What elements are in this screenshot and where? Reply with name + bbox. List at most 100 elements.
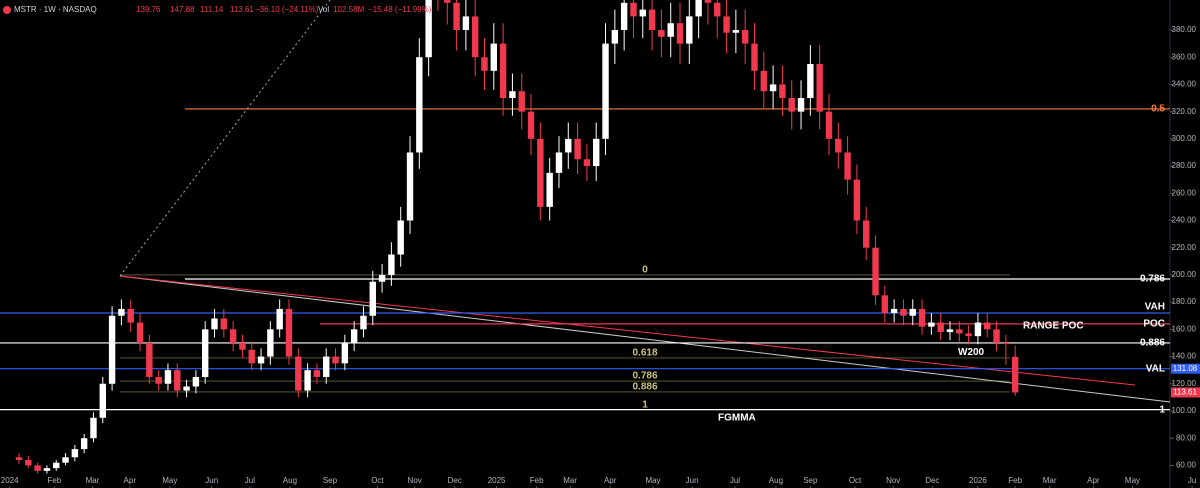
candle-body — [388, 254, 395, 275]
candle-body — [704, 0, 712, 3]
x-tick-label: Mar — [1043, 476, 1057, 485]
y-tick-label: 100.00 — [1172, 406, 1197, 415]
candle-body — [127, 308, 134, 323]
candle-body — [676, 23, 684, 44]
candle-body — [956, 329, 963, 334]
candle-body — [108, 315, 116, 384]
candle-body — [602, 43, 609, 139]
candle-body — [499, 43, 507, 99]
candle-body — [43, 468, 51, 471]
candle-body — [518, 91, 525, 112]
candle-body — [686, 16, 693, 44]
y-tick-label: 280.00 — [1172, 161, 1197, 170]
candle-body — [769, 84, 777, 92]
candle-body — [99, 383, 106, 418]
candle-body — [797, 98, 805, 112]
candle-body — [453, 2, 460, 31]
candle-body — [984, 322, 991, 330]
x-tick-label: Apr — [124, 476, 137, 485]
candle-body — [751, 43, 758, 71]
x-tick-label: 2024 — [1, 476, 19, 485]
candle-body — [583, 159, 591, 167]
candle-body — [648, 9, 656, 31]
candle-body — [378, 274, 386, 282]
volume: 102.58M — [333, 5, 364, 14]
annotation: W200 — [958, 347, 985, 358]
candle-body — [946, 329, 954, 333]
candle-body — [332, 356, 339, 364]
candle-body — [360, 315, 367, 330]
annotation: FGMMA — [718, 412, 756, 423]
x-tick-label: Jul — [245, 476, 255, 485]
x-tick-label: Apr — [1087, 476, 1100, 485]
candle-body — [276, 308, 283, 330]
candle-body — [611, 30, 619, 44]
x-tick-label: Aug — [283, 476, 297, 485]
x-tick-label: Sep — [323, 476, 338, 485]
fib-label: 1 — [642, 399, 648, 410]
y-tick-label: 340.00 — [1172, 80, 1197, 89]
x-tick-label: Aug — [769, 476, 783, 485]
x-tick-label: Feb — [530, 476, 544, 485]
level-label: VAH — [1145, 302, 1165, 313]
candle-body — [239, 342, 246, 350]
candle-body — [723, 16, 730, 33]
candle-body — [304, 370, 311, 391]
y-tick-label: 60.00 — [1176, 461, 1197, 470]
candle-body — [136, 322, 144, 343]
candle-body — [155, 376, 162, 384]
x-tick-label: Nov — [408, 476, 422, 485]
ohlc-open: 139.76 — [136, 5, 161, 14]
change: −36.10 (−24.11%) — [255, 5, 319, 14]
candle-body — [350, 329, 358, 343]
candle-body — [881, 295, 889, 314]
ohlc-close: 113.61 — [230, 5, 254, 14]
x-tick-label: 2025 — [488, 476, 506, 485]
candle-body — [779, 84, 786, 99]
trendline — [119, 275, 1136, 386]
x-tick-label: May — [162, 476, 177, 485]
x-tick-label: Oct — [371, 476, 384, 485]
level-label: POC — [1143, 319, 1165, 330]
candle-body — [788, 98, 795, 112]
y-tick-label: 260.00 — [1172, 188, 1197, 197]
y-tick-label: 240.00 — [1172, 216, 1197, 225]
header: MSTR · 1W · NASDAQ 139.76 147.88 111.14 … — [3, 5, 432, 14]
y-tick-label: 300.00 — [1172, 134, 1197, 143]
candle-body — [211, 318, 218, 330]
x-tick-label: Jun — [205, 476, 218, 485]
x-tick-label: Dec — [925, 476, 939, 485]
candle-body — [313, 370, 321, 377]
candle-body — [34, 465, 41, 471]
y-tick-label: 220.00 — [1172, 243, 1197, 252]
x-tick-label: Sep — [803, 476, 818, 485]
candle-body — [965, 333, 972, 337]
y-tick-label: 160.00 — [1172, 324, 1197, 333]
candle-body — [90, 417, 97, 439]
candle-body — [369, 281, 376, 316]
candle-body — [537, 138, 544, 207]
candle-body — [248, 349, 255, 364]
candle-body — [80, 438, 88, 450]
candle-body — [397, 220, 404, 255]
candle-body — [406, 152, 414, 221]
candle-body — [201, 329, 209, 377]
candle-body — [481, 57, 488, 71]
y-tick-label: 200.00 — [1172, 270, 1197, 279]
candle-body — [667, 23, 674, 37]
candle-body — [593, 138, 600, 167]
candle-body — [285, 308, 293, 357]
candle-body — [909, 308, 916, 316]
candle-body — [639, 9, 646, 17]
x-tick-label: Ju — [1188, 476, 1196, 485]
level-label: 0.5 — [1151, 104, 1165, 115]
x-tick-label: Jun — [686, 476, 699, 485]
candle-body — [890, 308, 898, 314]
candle-body — [462, 16, 470, 31]
candle-body — [71, 449, 79, 458]
candle-body — [695, 0, 702, 17]
candle-body — [257, 356, 265, 364]
candle-body — [229, 329, 237, 343]
candle-body — [816, 64, 823, 112]
